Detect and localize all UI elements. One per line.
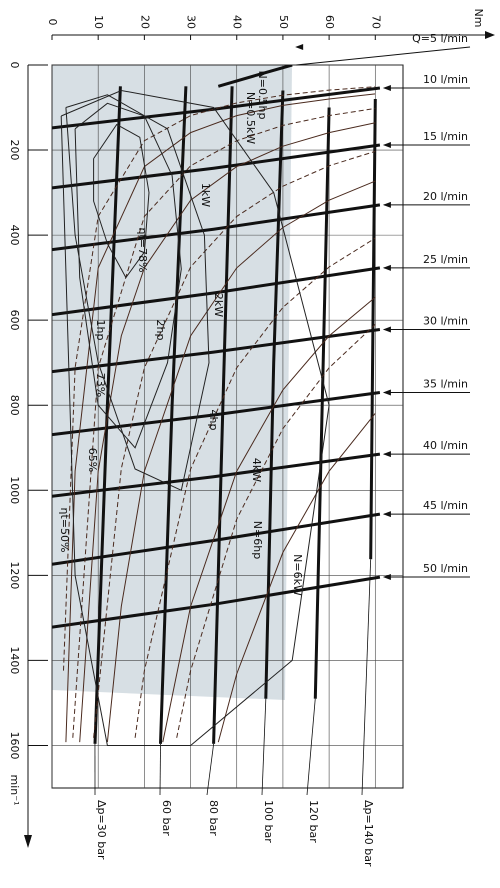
series-label: 45 l/min [423,499,468,512]
series-label: 1kW [199,183,212,207]
series-label: 20 l/min [423,190,468,203]
y-arrow [24,835,32,848]
series-line [63,86,376,671]
series-line [176,324,376,738]
label-leader [159,743,161,796]
series-label: Δp=140 bar [362,800,375,867]
series-line [72,107,376,738]
series-label: 73% [94,373,107,397]
x-tick-label: 20 [138,15,151,29]
x-tick-label: 60 [323,15,336,29]
series-line [52,575,381,629]
x-tick-label: 10 [92,15,105,29]
series-label: 15 l/min [423,130,468,143]
series-line [74,102,182,449]
series-label: 80 bar [207,800,220,836]
series-line [93,150,376,738]
series-label: 25 l/min [423,253,468,266]
y-tick-label: 1000 [8,476,21,504]
series-line [52,143,381,190]
series-label: 4kW [250,458,263,482]
series-label: ηt=78% [136,228,149,273]
label-arrow [382,511,391,518]
label-leader [296,46,471,66]
series-line [65,94,210,492]
series-label: N=6kW [291,554,304,596]
series-line [93,86,122,744]
series-line [52,203,381,252]
y-tick-label: 1600 [8,731,21,759]
y-tick-label: 400 [8,225,21,246]
x-tick-label: 30 [185,15,198,29]
label-arrow [295,44,304,50]
series-label: Δp=30 bar [95,800,108,860]
series-line [93,123,150,279]
series-label: 120 bar [307,800,320,843]
y-tick-label: 200 [8,140,21,161]
series-line [217,412,376,743]
y-tick-label: 1400 [8,646,21,674]
y-tick-label: 0 [8,62,21,69]
x-tick-label: 70 [369,15,382,29]
series-label: 50 l/min [423,562,468,575]
series-line [313,107,331,699]
series-label: 2hp [154,320,167,341]
series-label: ηt=50% [58,508,71,553]
series-label: N=6hp [251,521,264,559]
series-line [369,98,377,560]
label-arrow [382,389,391,396]
series-label: 30 l/min [423,315,468,328]
series-label: 2kW [212,293,225,317]
series-line [60,89,330,746]
series-label: 40 l/min [423,439,468,452]
series-line [162,296,376,743]
series-line [106,180,376,743]
series-label: 65% [86,448,99,472]
series-line [52,512,381,566]
y-tick-label: 800 [8,395,21,416]
series-line [65,93,376,743]
label-leader [206,743,215,796]
series-line [52,452,381,498]
series-label: 35 l/min [423,377,468,390]
y-axis-label: min⁻¹ [8,775,21,806]
series-label: Q=5 l/min [412,32,468,45]
series-label: N=0.5kW [244,92,257,144]
series-line [52,86,381,130]
label-arrow [382,201,391,208]
label-arrow [382,451,391,458]
label-leader [261,698,267,796]
series-label: 10 l/min [423,73,468,86]
x-tick-label: 0 [46,19,59,26]
label-leader [361,559,372,796]
x-tick-label: 50 [277,15,290,29]
label-arrow [382,326,391,333]
series-line [159,86,188,744]
x-axis-label: Nm [472,9,485,28]
series-label: 100 bar [262,800,275,843]
series-label: 4hp [207,410,220,431]
label-arrow [382,574,391,581]
series-line [79,122,376,743]
label-leader [306,698,316,796]
series-line [134,237,376,738]
label-arrow [382,84,391,91]
series-line [217,65,293,88]
x-arrow [485,31,495,39]
series-line [212,86,234,744]
series-line [264,90,285,699]
series-label: 1hp [94,320,107,341]
x-tick-label: 40 [231,15,244,29]
series-label: N=0.5hp [256,71,269,120]
y-tick-label: 600 [8,310,21,331]
label-arrow [382,141,391,148]
series-label: 60 bar [160,800,173,836]
label-arrow [382,264,391,271]
y-tick-label: 1200 [8,561,21,589]
